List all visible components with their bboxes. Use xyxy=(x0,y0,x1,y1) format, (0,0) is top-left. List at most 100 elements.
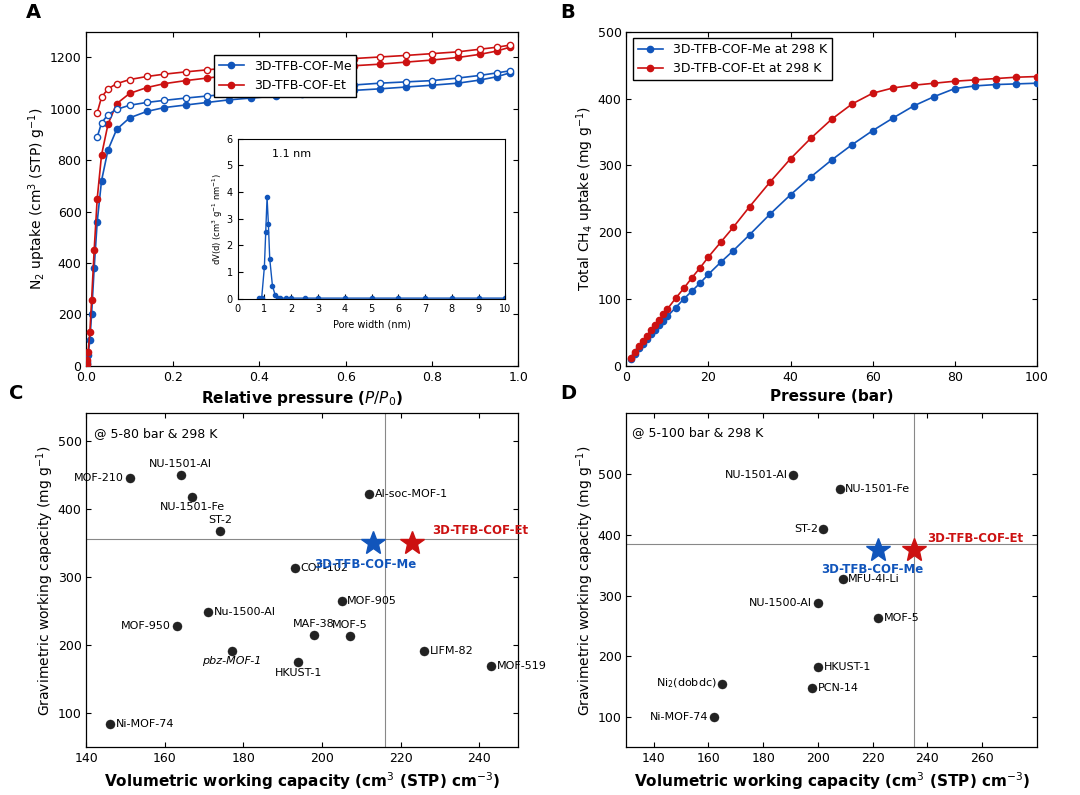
Text: A: A xyxy=(26,3,41,21)
3D-TFB-COF-Me at 298 K xyxy=(632,343,645,353)
X-axis label: Relative pressure ($P/P_0$): Relative pressure ($P/P_0$) xyxy=(201,389,404,408)
3D-TFB-COF-Et at 298 K xyxy=(670,293,683,303)
Text: B: B xyxy=(561,3,576,21)
Text: MOF-210: MOF-210 xyxy=(75,473,124,483)
Text: LIFM-82: LIFM-82 xyxy=(430,646,473,656)
3D-TFB-COF-Me at 298 K xyxy=(743,230,756,239)
3D-TFB-COF-Me at 298 K xyxy=(645,330,658,339)
3D-TFB-COF-Me at 298 K xyxy=(693,278,706,288)
Text: ST-2: ST-2 xyxy=(794,524,818,533)
3D-TFB-COF-Me at 298 K xyxy=(661,312,674,321)
Text: MAF-38: MAF-38 xyxy=(294,619,335,630)
3D-TFB-COF-Et at 298 K xyxy=(624,354,637,363)
3D-TFB-COF-Me at 298 K xyxy=(928,91,941,101)
Text: MOF-950: MOF-950 xyxy=(121,621,171,631)
3D-TFB-COF-Me at 298 K xyxy=(825,155,838,165)
Text: COF-102: COF-102 xyxy=(300,563,348,573)
3D-TFB-COF-Me at 298 K xyxy=(727,246,740,256)
Text: 3D-TFB-COF-Et: 3D-TFB-COF-Et xyxy=(928,532,1024,545)
3D-TFB-COF-Me at 298 K xyxy=(805,172,818,181)
3D-TFB-COF-Me at 298 K xyxy=(948,83,961,93)
X-axis label: Volumetric working capacity (cm$^3$ (STP) cm$^{-3}$): Volumetric working capacity (cm$^3$ (STP… xyxy=(634,770,1029,793)
3D-TFB-COF-Me at 298 K xyxy=(989,80,1002,89)
3D-TFB-COF-Me at 298 K xyxy=(1030,79,1043,88)
3D-TFB-COF-Et at 298 K xyxy=(649,320,662,330)
3D-TFB-COF-Et at 298 K xyxy=(764,177,777,187)
Y-axis label: Gravimetric working capacity (mg g$^{-1}$): Gravimetric working capacity (mg g$^{-1}… xyxy=(575,445,596,716)
Text: Ni-MOF-74: Ni-MOF-74 xyxy=(116,719,174,729)
Text: NU-1501-Al: NU-1501-Al xyxy=(149,460,212,469)
Text: MOF-5: MOF-5 xyxy=(332,620,367,630)
3D-TFB-COF-Me at 298 K xyxy=(649,325,662,335)
Text: NU-1500-Al: NU-1500-Al xyxy=(750,599,812,608)
3D-TFB-COF-Et at 298 K xyxy=(632,342,645,351)
Text: MOF-519: MOF-519 xyxy=(497,661,546,670)
3D-TFB-COF-Et at 298 K xyxy=(989,74,1002,83)
3D-TFB-COF-Et at 298 K xyxy=(887,83,900,93)
3D-TFB-COF-Me at 298 K xyxy=(887,113,900,122)
Line: 3D-TFB-COF-Me at 298 K: 3D-TFB-COF-Me at 298 K xyxy=(627,80,1040,363)
3D-TFB-COF-Me at 298 K xyxy=(969,81,982,91)
3D-TFB-COF-Et at 298 K xyxy=(657,309,670,319)
Text: @ 5-100 bar & 298 K: @ 5-100 bar & 298 K xyxy=(632,425,764,439)
3D-TFB-COF-Et at 298 K xyxy=(743,202,756,211)
3D-TFB-COF-Et at 298 K xyxy=(702,252,715,262)
3D-TFB-COF-Et at 298 K xyxy=(640,331,653,340)
3D-TFB-COF-Me at 298 K xyxy=(846,140,859,149)
Text: MOF-905: MOF-905 xyxy=(348,595,397,606)
3D-TFB-COF-Et at 298 K xyxy=(1010,72,1023,82)
3D-TFB-COF-Me at 298 K xyxy=(624,355,637,364)
Legend: 3D-TFB-COF-Me at 298 K, 3D-TFB-COF-Et at 298 K: 3D-TFB-COF-Me at 298 K, 3D-TFB-COF-Et at… xyxy=(633,38,832,80)
Text: Nu-1500-Al: Nu-1500-Al xyxy=(214,607,275,618)
3D-TFB-COF-Me at 298 K xyxy=(686,286,699,296)
Text: 3D-TFB-COF-Me: 3D-TFB-COF-Me xyxy=(314,558,417,571)
Line: 3D-TFB-COF-Et at 298 K: 3D-TFB-COF-Et at 298 K xyxy=(627,73,1040,362)
X-axis label: Volumetric working capacity (cm$^3$ (STP) cm$^{-3}$): Volumetric working capacity (cm$^3$ (STP… xyxy=(105,770,500,793)
3D-TFB-COF-Me at 298 K xyxy=(652,320,665,330)
3D-TFB-COF-Me at 298 K xyxy=(640,334,653,343)
Text: PCN-14: PCN-14 xyxy=(818,683,859,692)
Text: HKUST-1: HKUST-1 xyxy=(823,661,870,672)
Text: NU-1501-Fe: NU-1501-Fe xyxy=(846,484,910,494)
Text: Ni$_2$(dobdc): Ni$_2$(dobdc) xyxy=(656,677,717,690)
3D-TFB-COF-Me at 298 K xyxy=(670,303,683,312)
Text: MOF-5: MOF-5 xyxy=(883,613,919,623)
3D-TFB-COF-Me at 298 K xyxy=(764,209,777,219)
3D-TFB-COF-Et at 298 K xyxy=(969,75,982,84)
3D-TFB-COF-Et at 298 K xyxy=(948,76,961,86)
3D-TFB-COF-Me at 298 K xyxy=(866,126,879,135)
Y-axis label: N$_2$ uptake (cm$^3$ (STP) g$^{-1}$): N$_2$ uptake (cm$^3$ (STP) g$^{-1}$) xyxy=(27,107,49,290)
3D-TFB-COF-Et at 298 K xyxy=(727,223,740,232)
3D-TFB-COF-Et at 298 K xyxy=(661,304,674,314)
Text: NU-1501-Fe: NU-1501-Fe xyxy=(160,502,225,512)
Text: Ni-MOF-74: Ni-MOF-74 xyxy=(650,712,708,722)
3D-TFB-COF-Et at 298 K xyxy=(1030,72,1043,81)
3D-TFB-COF-Et at 298 K xyxy=(805,134,818,143)
Text: Al-soc-MOF-1: Al-soc-MOF-1 xyxy=(375,489,448,498)
Legend: 3D-TFB-COF-Me, 3D-TFB-COF-Et: 3D-TFB-COF-Me, 3D-TFB-COF-Et xyxy=(214,55,356,97)
3D-TFB-COF-Et at 298 K xyxy=(866,88,879,98)
3D-TFB-COF-Et at 298 K xyxy=(629,347,642,357)
Text: D: D xyxy=(561,385,577,403)
3D-TFB-COF-Me at 298 K xyxy=(657,316,670,326)
3D-TFB-COF-Me at 298 K xyxy=(629,349,642,359)
Text: C: C xyxy=(9,385,23,403)
Y-axis label: Total CH$_4$ uptake (mg g$^{-1}$): Total CH$_4$ uptake (mg g$^{-1}$) xyxy=(575,107,596,291)
Text: 3D-TFB-COF-Et: 3D-TFB-COF-Et xyxy=(432,525,528,537)
Text: ST-2: ST-2 xyxy=(208,515,232,525)
3D-TFB-COF-Et at 298 K xyxy=(907,80,920,90)
3D-TFB-COF-Me at 298 K xyxy=(677,294,690,304)
3D-TFB-COF-Et at 298 K xyxy=(846,99,859,109)
3D-TFB-COF-Et at 298 K xyxy=(652,315,665,324)
Text: MFU-4l-Li: MFU-4l-Li xyxy=(848,573,900,584)
3D-TFB-COF-Me at 298 K xyxy=(636,339,649,348)
3D-TFB-COF-Et at 298 K xyxy=(714,238,727,247)
Text: 3D-TFB-COF-Me: 3D-TFB-COF-Me xyxy=(822,564,923,576)
3D-TFB-COF-Me at 298 K xyxy=(702,270,715,279)
3D-TFB-COF-Et at 298 K xyxy=(686,273,699,282)
3D-TFB-COF-Et at 298 K xyxy=(928,79,941,88)
X-axis label: Pressure (bar): Pressure (bar) xyxy=(770,389,893,404)
Text: @ 5-80 bar & 298 K: @ 5-80 bar & 298 K xyxy=(94,427,218,440)
3D-TFB-COF-Me at 298 K xyxy=(1010,80,1023,89)
3D-TFB-COF-Et at 298 K xyxy=(693,263,706,273)
